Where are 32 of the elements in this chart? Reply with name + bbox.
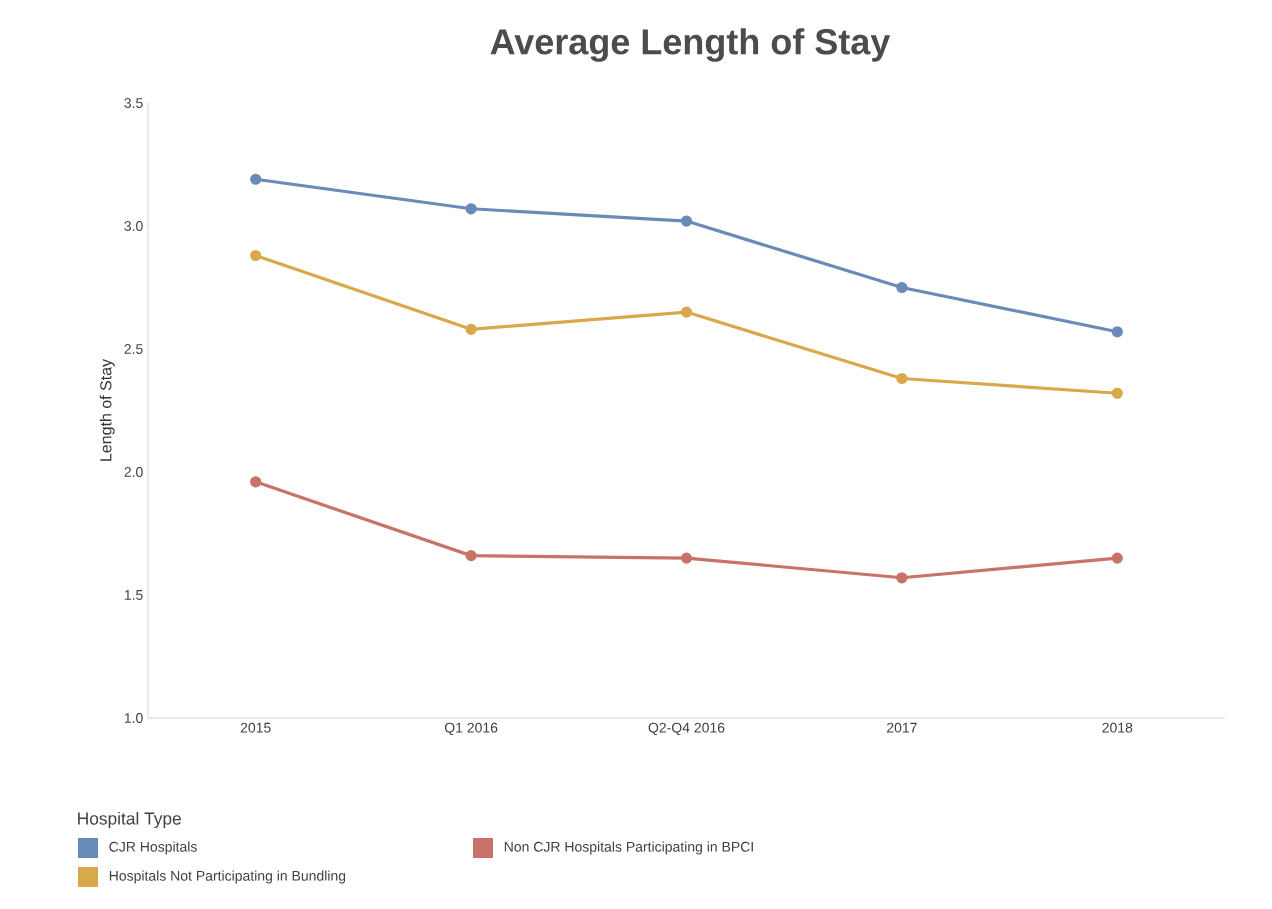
point	[250, 249, 262, 262]
y-axis-title: Length of Stay	[99, 358, 115, 461]
y-tick-label: 2.0	[124, 467, 143, 477]
legend-label: CJR Hospitals	[109, 841, 197, 855]
y-tick-label: 3.0	[124, 221, 143, 231]
point	[680, 552, 693, 564]
point	[896, 572, 908, 584]
y-tick-label: 1.0	[124, 713, 143, 723]
y-tick-label: 3.5	[124, 98, 143, 108]
point	[1111, 552, 1123, 564]
x-tick-label: Q1 2016	[444, 722, 498, 736]
x-tick-label: 2015	[240, 722, 271, 733]
x-tick-label: Q2-Q4 2016	[648, 722, 725, 736]
y-tick-label: 1.5	[124, 590, 143, 600]
legend-label: Non CJR Hospitals Participating in BPCI	[504, 841, 753, 855]
x-tick-label: 2018	[1102, 722, 1133, 733]
legend-label: Hospitals Not Participating in Bundling	[109, 870, 346, 884]
point	[680, 306, 693, 318]
x-tick-label: 2017	[887, 722, 917, 733]
y-tick-label: 2.5	[124, 344, 143, 354]
point	[896, 372, 908, 385]
point	[465, 323, 477, 335]
point	[1111, 326, 1123, 338]
legend-title: Hospital Type	[78, 811, 181, 829]
point	[680, 215, 693, 227]
point	[250, 173, 262, 185]
point	[896, 281, 908, 294]
point	[1111, 387, 1123, 399]
point	[465, 203, 477, 215]
chart-title: Average Length of Stay	[490, 28, 891, 62]
point	[465, 550, 477, 562]
point	[250, 476, 262, 488]
